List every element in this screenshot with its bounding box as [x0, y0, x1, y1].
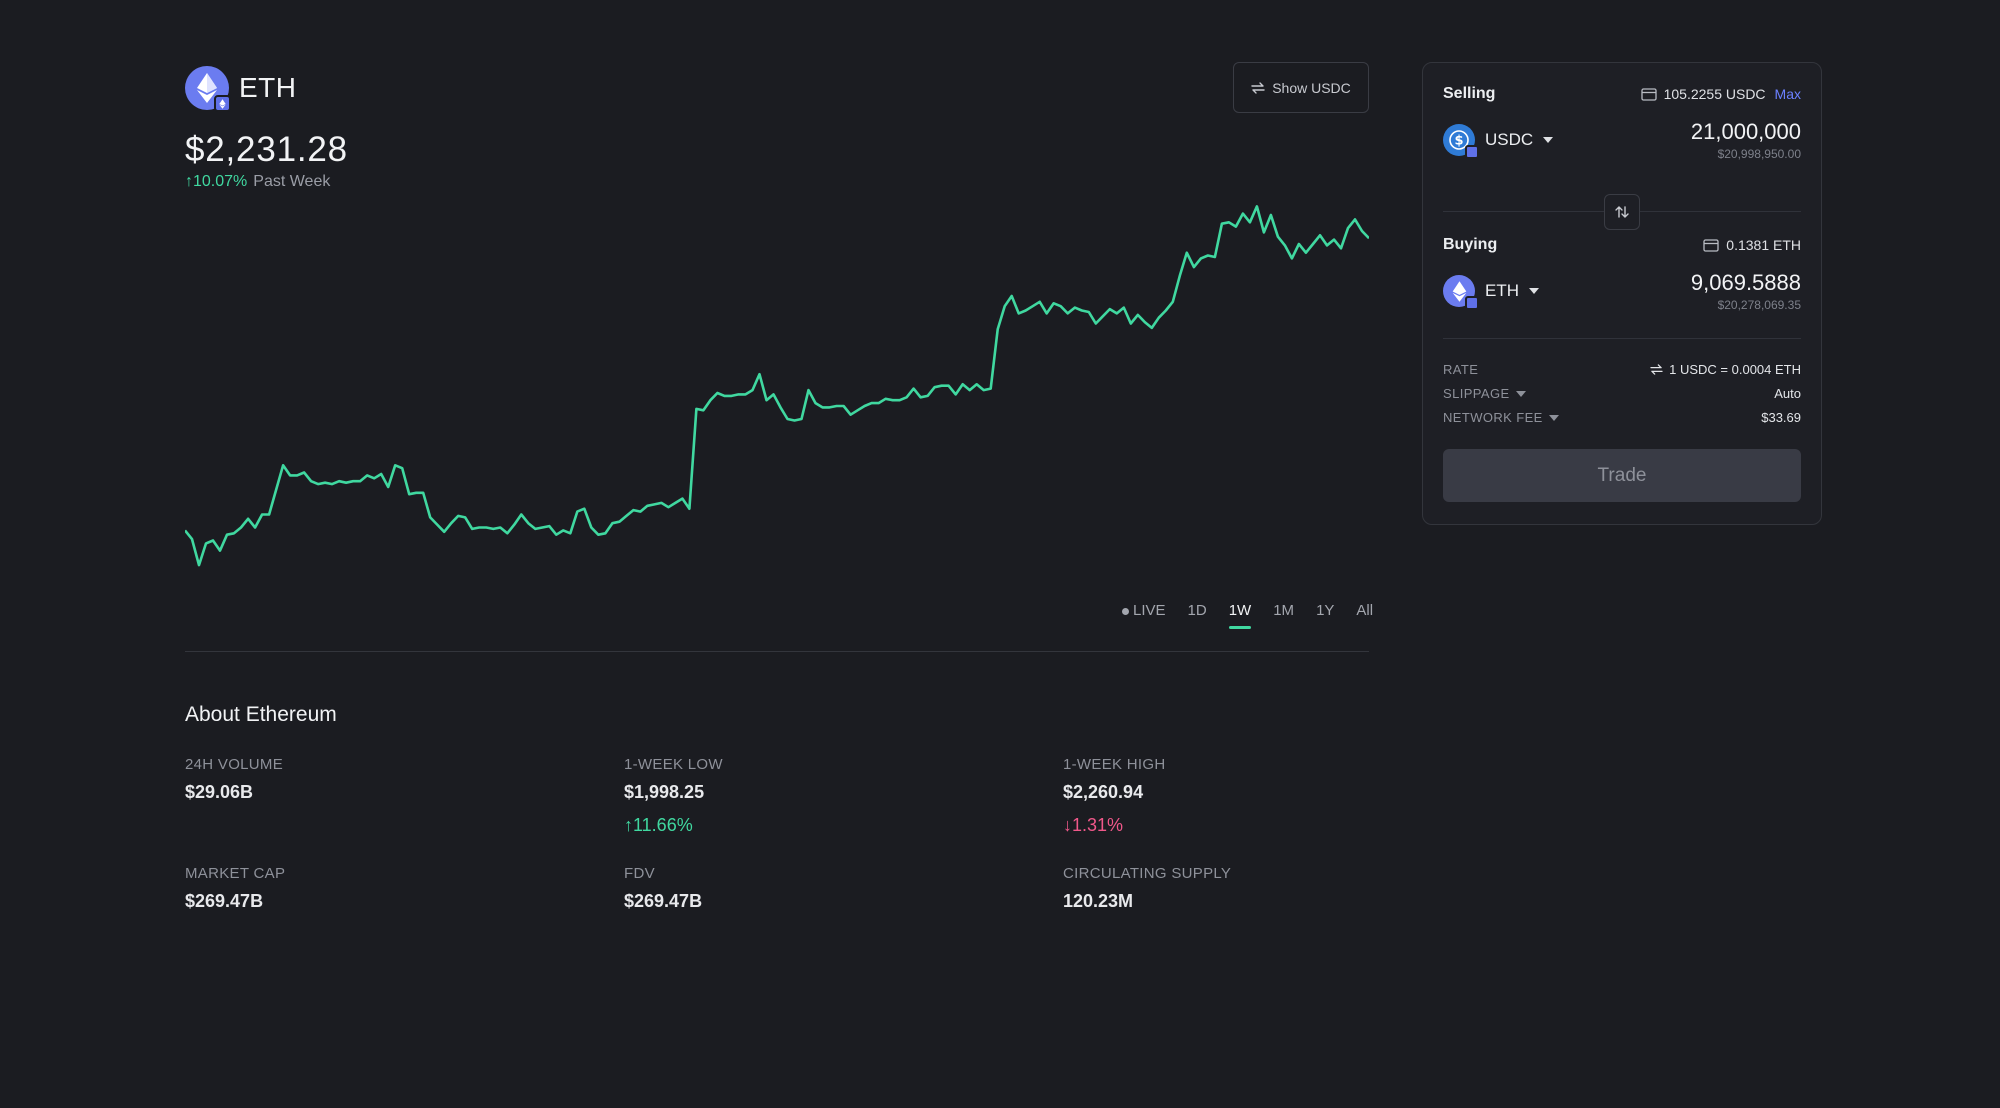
trade-button[interactable]: Trade — [1443, 449, 1801, 502]
selling-token-symbol: USDC — [1485, 130, 1534, 149]
buying-token-symbol: ETH — [1485, 281, 1519, 300]
time-range-1m[interactable]: 1M — [1273, 602, 1295, 619]
time-range-1y[interactable]: 1Y — [1316, 602, 1335, 619]
ethereum-icon — [185, 66, 231, 112]
token-price: $2,231.28 — [185, 130, 348, 169]
buying-amount[interactable]: 9,069.5888 — [1690, 270, 1801, 295]
buying-label: Buying — [1443, 236, 1498, 253]
slippage-value: Auto — [1774, 386, 1801, 401]
time-range-selector: LIVE 1D 1W 1M 1Y All — [1122, 602, 1374, 629]
price-change-period: Past Week — [253, 173, 331, 190]
stat-change: ↓1.31% — [1063, 815, 1124, 835]
price-line — [185, 205, 1369, 567]
chevron-down-icon — [1548, 414, 1559, 421]
rate-label: RATE — [1443, 362, 1479, 377]
stat-change: ↑11.66% — [624, 815, 693, 835]
show-usdc-label: Show USDC — [1272, 79, 1351, 96]
time-range-all[interactable]: All — [1356, 602, 1374, 619]
stat-week-low: 1-WEEK LOW $1,998.25 ↑11.66% — [624, 756, 723, 836]
time-range-1w[interactable]: 1W — [1228, 602, 1251, 629]
slippage-row: SLIPPAGE Auto — [1443, 386, 1801, 401]
selling-row: $ USDC 21,000,000 $20,998,950.00 — [1443, 119, 1801, 161]
buying-row: ETH 9,069.5888 $20,278,069.35 — [1443, 270, 1801, 312]
rate-row: RATE 1 USDC = 0.0004 ETH — [1443, 362, 1801, 377]
network-fee-row: NETWORK FEE $33.69 — [1443, 410, 1801, 425]
token-header: ETH — [185, 66, 297, 112]
price-change: ↑10.07% Past Week — [185, 173, 330, 191]
stat-value: $29.06B — [185, 782, 254, 802]
stat-label: 24H VOLUME — [185, 756, 284, 773]
selling-usd-value: $20,998,950.00 — [1717, 147, 1801, 161]
divider — [1443, 338, 1801, 339]
chain-badge-icon — [214, 95, 231, 112]
selling-amount[interactable]: 21,000,000 — [1690, 119, 1801, 144]
ethereum-icon — [1443, 275, 1479, 310]
swap-vertical-icon — [1615, 206, 1629, 218]
selling-token-selector[interactable]: $ USDC — [1443, 124, 1554, 159]
wallet-icon — [1640, 87, 1657, 101]
arrow-down-icon: ↓ — [1063, 815, 1072, 835]
network-fee-value: $33.69 — [1761, 410, 1801, 425]
divider — [185, 651, 1369, 652]
token-symbol: ETH — [239, 72, 297, 103]
selling-header: Selling 105.2255 USDC Max — [1443, 85, 1801, 103]
wallet-icon — [1703, 238, 1719, 252]
stat-fdv: FDV $269.47B — [624, 865, 702, 912]
slippage-toggle[interactable]: SLIPPAGE — [1443, 386, 1526, 401]
swap-arrows-icon — [1251, 81, 1265, 94]
stat-value: $2,260.94 — [1063, 782, 1144, 802]
show-usdc-button[interactable]: Show USDC — [1233, 62, 1369, 113]
chain-badge-icon — [1465, 296, 1479, 310]
buying-balance: 0.1381 ETH — [1703, 237, 1801, 253]
stat-value: 120.23M — [1063, 891, 1134, 911]
arrow-up-icon: ↑ — [185, 173, 193, 190]
selling-balance: 105.2255 USDC Max — [1640, 86, 1801, 102]
buying-usd-value: $20,278,069.35 — [1717, 298, 1801, 312]
max-button[interactable]: Max — [1774, 86, 1801, 102]
stat-label: MARKET CAP — [185, 865, 286, 882]
stat-label: CIRCULATING SUPPLY — [1063, 865, 1232, 882]
chevron-down-icon — [1543, 137, 1554, 143]
stat-label: 1-WEEK LOW — [624, 756, 723, 773]
usdc-icon: $ — [1443, 124, 1479, 159]
stat-value: $1,998.25 — [624, 782, 705, 802]
price-change-value: ↑10.07% — [185, 173, 248, 190]
trade-panel: Selling 105.2255 USDC Max $ USDC 21,000,… — [1422, 62, 1822, 525]
stat-value: $269.47B — [624, 891, 703, 911]
chevron-down-icon — [1529, 288, 1539, 294]
stat-value: $269.47B — [185, 891, 264, 911]
selling-label: Selling — [1443, 85, 1496, 102]
chain-badge-icon — [1465, 145, 1479, 159]
time-range-1d[interactable]: 1D — [1187, 602, 1207, 619]
network-fee-toggle[interactable]: NETWORK FEE — [1443, 410, 1559, 425]
price-chart[interactable] — [185, 195, 1369, 595]
rate-value[interactable]: 1 USDC = 0.0004 ETH — [1650, 362, 1801, 377]
buying-header: Buying 0.1381 ETH — [1443, 236, 1801, 254]
stat-market-cap: MARKET CAP $269.47B — [185, 865, 285, 912]
about-title: About Ethereum — [185, 703, 337, 726]
stat-circulating-supply: CIRCULATING SUPPLY 120.23M — [1063, 865, 1231, 912]
time-range-live[interactable]: LIVE — [1122, 602, 1166, 623]
stat-label: FDV — [624, 865, 655, 882]
arrow-up-icon: ↑ — [624, 815, 633, 835]
swap-arrows-icon — [1650, 364, 1663, 375]
svg-text:$: $ — [1454, 134, 1463, 149]
chevron-down-icon — [1515, 390, 1526, 397]
live-dot-icon — [1122, 607, 1129, 615]
swap-direction-button[interactable] — [1604, 194, 1640, 230]
stat-label: 1-WEEK HIGH — [1063, 756, 1166, 773]
stat-week-high: 1-WEEK HIGH $2,260.94 ↓1.31% — [1063, 756, 1165, 836]
stat-24h-volume: 24H VOLUME $29.06B — [185, 756, 283, 803]
buying-token-selector[interactable]: ETH — [1443, 275, 1539, 310]
